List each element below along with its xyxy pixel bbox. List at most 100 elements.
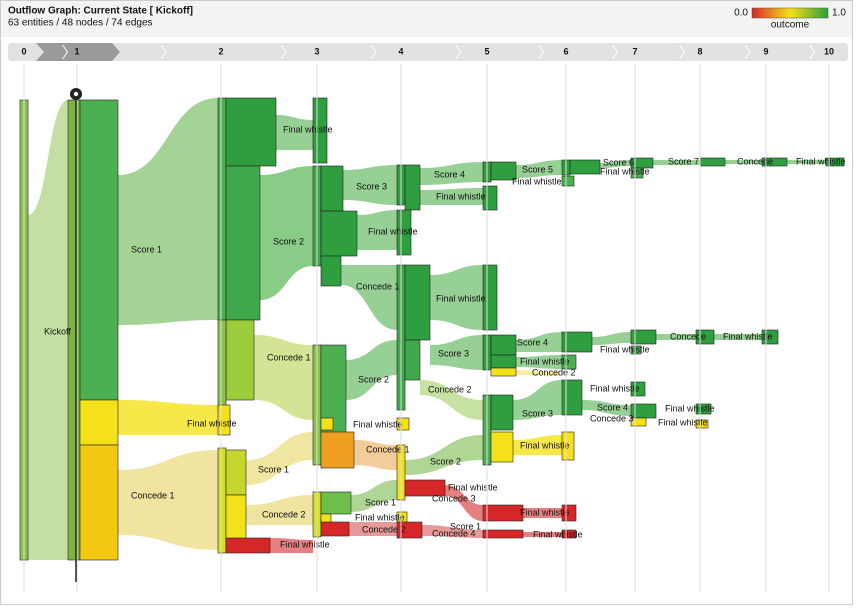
node[interactable] (404, 264, 431, 341)
node[interactable] (825, 157, 845, 167)
node[interactable] (396, 521, 423, 539)
node[interactable] (225, 494, 247, 541)
node[interactable] (396, 417, 410, 431)
timeline-bar[interactable] (8, 43, 848, 61)
step-label[interactable]: 4 (398, 46, 403, 56)
flow[interactable] (28, 100, 68, 560)
step-label[interactable]: 3 (314, 46, 319, 56)
node[interactable] (225, 537, 271, 554)
node[interactable] (490, 431, 514, 463)
node[interactable] (79, 399, 119, 446)
flow[interactable] (653, 160, 700, 165)
step-label[interactable]: 10 (824, 46, 834, 56)
flow[interactable] (513, 435, 562, 455)
flow[interactable] (582, 400, 631, 416)
node[interactable] (699, 157, 726, 167)
flow[interactable] (523, 508, 562, 518)
flow[interactable] (254, 335, 313, 420)
flow[interactable] (592, 332, 631, 345)
flow[interactable] (351, 480, 397, 512)
flow[interactable] (118, 450, 218, 550)
flow[interactable] (260, 166, 313, 300)
step-label[interactable]: 5 (484, 46, 489, 56)
node[interactable] (561, 331, 593, 353)
flow[interactable] (118, 98, 218, 325)
flow[interactable] (354, 440, 397, 470)
flow[interactable] (346, 340, 397, 400)
node[interactable] (320, 417, 334, 431)
flow[interactable] (513, 380, 562, 420)
node[interactable] (320, 521, 350, 537)
flow[interactable] (422, 525, 483, 538)
flow[interactable] (430, 265, 483, 330)
node[interactable] (695, 403, 712, 415)
node[interactable] (404, 164, 421, 211)
flow[interactable] (516, 332, 562, 352)
flow[interactable] (445, 485, 483, 521)
node[interactable] (225, 319, 255, 401)
flow[interactable] (516, 355, 562, 369)
node[interactable] (217, 97, 227, 321)
node[interactable] (490, 367, 517, 377)
node[interactable] (490, 334, 517, 356)
node[interactable] (225, 449, 247, 496)
node[interactable] (561, 529, 577, 539)
flow[interactable] (341, 265, 397, 330)
node[interactable] (490, 161, 517, 181)
node[interactable] (320, 210, 358, 257)
node[interactable] (630, 167, 644, 179)
flow[interactable] (405, 435, 483, 475)
flow[interactable] (420, 188, 483, 205)
node[interactable] (630, 345, 642, 355)
flow[interactable] (516, 370, 560, 376)
flow[interactable] (349, 522, 397, 536)
step-label[interactable]: 9 (763, 46, 768, 56)
node[interactable] (561, 379, 583, 416)
flow[interactable] (357, 210, 397, 250)
node[interactable] (482, 504, 524, 522)
flow[interactable] (600, 160, 631, 168)
step-label[interactable]: 6 (563, 46, 568, 56)
flow[interactable] (343, 165, 397, 205)
node[interactable] (695, 419, 709, 429)
flow[interactable] (276, 115, 313, 150)
flow[interactable] (725, 160, 762, 164)
node[interactable] (79, 444, 119, 561)
flow[interactable] (656, 334, 696, 340)
timeline-current[interactable] (36, 43, 120, 61)
node[interactable] (561, 431, 575, 461)
node[interactable] (490, 394, 514, 431)
step-label[interactable]: 1 (74, 46, 79, 56)
flow[interactable] (420, 380, 483, 420)
node[interactable] (561, 175, 575, 187)
node[interactable] (490, 354, 517, 369)
node[interactable] (320, 165, 344, 212)
node[interactable] (79, 99, 119, 401)
flow[interactable] (270, 538, 313, 553)
flow[interactable] (118, 400, 218, 435)
node[interactable] (225, 97, 277, 167)
node[interactable] (217, 319, 227, 411)
flow[interactable] (714, 334, 762, 340)
node[interactable] (630, 329, 657, 345)
flow[interactable] (246, 432, 313, 485)
node[interactable] (482, 529, 524, 539)
node[interactable] (320, 255, 342, 287)
node[interactable] (404, 339, 421, 381)
flow[interactable] (430, 335, 483, 370)
node[interactable] (225, 165, 261, 321)
flow[interactable] (523, 532, 562, 537)
node[interactable] (761, 157, 788, 167)
flow[interactable] (516, 160, 562, 178)
node[interactable] (320, 431, 355, 469)
flow[interactable] (246, 495, 313, 525)
node[interactable] (217, 447, 227, 554)
node[interactable] (630, 417, 647, 427)
node[interactable] (569, 159, 601, 175)
step-label[interactable]: 7 (632, 46, 637, 56)
flow[interactable] (787, 160, 826, 164)
step-label[interactable]: 2 (218, 46, 223, 56)
node[interactable] (320, 491, 352, 515)
step-label[interactable]: 8 (697, 46, 702, 56)
node[interactable] (404, 479, 446, 497)
